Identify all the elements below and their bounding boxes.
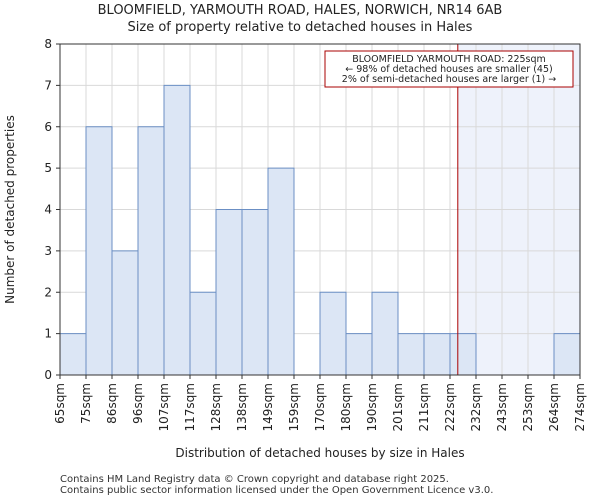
chart-title: BLOOMFIELD, YARMOUTH ROAD, HALES, NORWIC… <box>97 3 503 18</box>
x-tick-label: 253sqm <box>521 383 535 431</box>
y-tick-label: 0 <box>44 368 52 382</box>
histogram-bar <box>59 333 87 376</box>
y-tick-label: 8 <box>44 37 52 51</box>
histogram-bar <box>189 291 217 376</box>
x-tick-label: 65sqm <box>53 383 67 424</box>
annotation-title: BLOOMFIELD YARMOUTH ROAD: 225sqm <box>352 54 546 65</box>
x-tick-label: 180sqm <box>339 383 353 431</box>
x-tick-label: 264sqm <box>547 383 561 431</box>
footer-copyright: Contains HM Land Registry data © Crown c… <box>60 474 449 485</box>
histogram-bar <box>267 167 295 376</box>
y-tick-label: 3 <box>44 244 52 258</box>
y-axis-label: Number of detached properties <box>3 115 17 304</box>
x-tick-label: 211sqm <box>417 383 431 431</box>
x-axis-label: Distribution of detached houses by size … <box>175 446 464 460</box>
histogram-bar <box>397 333 425 376</box>
histogram-bar <box>553 333 581 376</box>
x-tick-label: 201sqm <box>391 383 405 431</box>
histogram-bar <box>85 126 113 376</box>
annotation-larger: 2% of semi-detached houses are larger (1… <box>342 74 556 85</box>
x-tick-label: 274sqm <box>573 383 587 431</box>
marker-annotation: BLOOMFIELD YARMOUTH ROAD: 225sqm ← 98% o… <box>324 50 574 88</box>
annotation-smaller: ← 98% of detached houses are smaller (45… <box>345 64 552 75</box>
x-tick-label: 232sqm <box>469 383 483 431</box>
x-tick-label: 159sqm <box>287 383 301 431</box>
y-tick-label: 5 <box>44 161 52 175</box>
x-tick-label: 117sqm <box>183 383 197 431</box>
histogram-bar <box>241 209 269 376</box>
histogram-bar <box>449 333 477 376</box>
y-tick-label: 4 <box>44 203 52 217</box>
histogram-bar <box>423 333 451 376</box>
histogram-bar <box>137 126 165 376</box>
histogram-bar <box>111 250 139 376</box>
x-tick-label: 75sqm <box>79 383 93 424</box>
x-tick-label: 96sqm <box>131 383 145 424</box>
x-tick-label: 190sqm <box>365 383 379 431</box>
histogram-bar <box>215 209 243 376</box>
y-tick-label: 1 <box>44 327 52 341</box>
histogram-bar <box>371 291 399 376</box>
histogram-chart: 0 1 2 3 4 5 6 7 8 65sqm 75sqm 86sqm 96sqm 107sqm 117s… <box>3 37 587 460</box>
y-tick-label: 7 <box>44 78 52 92</box>
x-tick-label: 138sqm <box>235 383 249 431</box>
x-tick-label: 222sqm <box>443 383 457 431</box>
chart-subtitle: Size of property relative to detached ho… <box>127 20 473 35</box>
x-tick-label: 86sqm <box>105 383 119 424</box>
histogram-bar <box>319 291 347 376</box>
x-tick-label: 170sqm <box>313 383 327 431</box>
histogram-bar <box>345 333 373 376</box>
x-tick-label: 149sqm <box>261 383 275 431</box>
y-tick-label: 6 <box>44 120 52 134</box>
histogram-bar <box>163 84 191 376</box>
x-tick-label: 128sqm <box>209 383 223 431</box>
x-tick-label: 243sqm <box>495 383 509 431</box>
y-tick-label: 2 <box>44 285 52 299</box>
footer-licence: Contains public sector information licen… <box>60 485 494 496</box>
x-tick-label: 107sqm <box>157 383 171 431</box>
